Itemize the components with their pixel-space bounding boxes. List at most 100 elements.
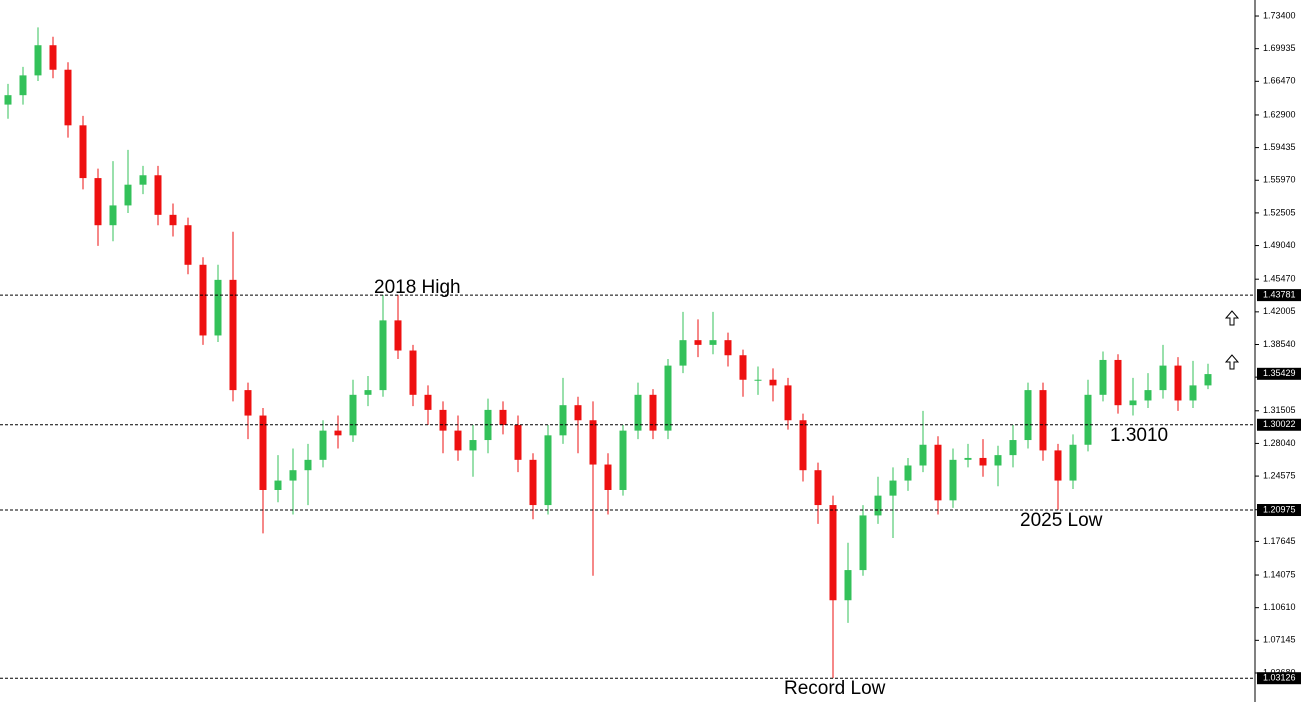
candle-body: [1114, 359, 1122, 406]
annotation: 1.3010: [1110, 425, 1168, 446]
level-box: [1257, 672, 1301, 685]
candle-body: [889, 480, 897, 496]
candle-body: [679, 340, 687, 366]
candle-body: [724, 340, 732, 356]
candle-body: [979, 457, 987, 466]
level-box: [1257, 418, 1301, 431]
candle-body: [694, 340, 702, 345]
level-label: 1.43781: [1263, 289, 1296, 299]
candle-body: [94, 178, 102, 226]
candle-body: [1189, 385, 1197, 401]
candle-body: [1024, 390, 1032, 441]
candle-body: [784, 385, 792, 421]
y-tick-label: 1.42005: [1263, 306, 1296, 316]
candle-body: [814, 470, 822, 506]
candle-body: [1039, 390, 1047, 451]
candle-body: [304, 459, 312, 471]
y-tick-label: 1.73400: [1263, 10, 1296, 20]
level-label: 1.03126: [1263, 673, 1296, 683]
candle-body: [1129, 400, 1137, 406]
level-box: [1257, 504, 1301, 517]
y-tick-label: 1.28040: [1263, 438, 1296, 448]
y-tick-label: 1.07145: [1263, 635, 1296, 645]
y-tick-label: 1.62900: [1263, 109, 1296, 119]
candle-body: [34, 45, 42, 76]
candle-body: [274, 480, 282, 490]
candle-body: [649, 394, 657, 431]
y-tick-label: 1.38540: [1263, 339, 1296, 349]
candle-body: [1069, 444, 1077, 481]
candle-body: [49, 45, 57, 70]
candle-body: [214, 279, 222, 336]
candle-body: [319, 430, 327, 460]
y-tick-label: 1.59435: [1263, 142, 1296, 152]
candle-body: [829, 505, 837, 601]
y-tick-label: 1.52505: [1263, 207, 1296, 217]
candle-body: [424, 394, 432, 410]
candle-body: [589, 420, 597, 465]
candle-body: [559, 405, 567, 436]
candle-body: [334, 430, 342, 436]
candle-body: [259, 415, 267, 490]
level-label: 1.20975: [1263, 504, 1296, 514]
candle-body: [934, 444, 942, 501]
candle-body: [904, 465, 912, 481]
annotation: Record Low: [784, 678, 886, 699]
candle-body: [439, 409, 447, 431]
candle-body: [199, 264, 207, 336]
price-box: [1257, 367, 1301, 380]
candle-body: [799, 420, 807, 471]
candle-body: [469, 440, 477, 451]
candle-body: [514, 424, 522, 460]
y-tick-label: 1.17645: [1263, 536, 1296, 546]
candle-body: [169, 214, 177, 226]
candle-body: [64, 69, 72, 126]
candle-body: [184, 225, 192, 265]
level-box: [1257, 289, 1301, 302]
candle-body: [1204, 374, 1212, 386]
annotation: 2025 Low: [1020, 510, 1103, 531]
y-tick-label: 1.10610: [1263, 602, 1296, 612]
y-tick-label: 1.55970: [1263, 175, 1296, 185]
candle-body: [1009, 440, 1017, 456]
price-label: 1.35429: [1263, 368, 1296, 378]
candle-body: [349, 394, 357, 436]
candle-body: [289, 470, 297, 481]
candle-body: [664, 365, 672, 431]
candle-body: [19, 75, 27, 96]
candle-body: [994, 455, 1002, 466]
candle-body: [619, 430, 627, 490]
y-tick-label: 1.24575: [1263, 470, 1296, 480]
candle-body: [124, 184, 132, 206]
up-arrow: [1224, 354, 1240, 370]
y-tick-label: 1.45470: [1263, 274, 1296, 284]
y-tick-label: 1.14075: [1263, 569, 1296, 579]
candle-body: [574, 405, 582, 421]
annotation: 2018 High: [374, 277, 461, 298]
candle-body: [544, 435, 552, 506]
candle-body: [1054, 450, 1062, 481]
candle-body: [769, 379, 777, 386]
candle-body: [409, 350, 417, 395]
candle-body: [1099, 359, 1107, 395]
level-label: 1.30022: [1263, 419, 1296, 429]
candle-body: [1174, 365, 1182, 401]
candle-body: [844, 570, 852, 601]
candle-body: [364, 390, 372, 395]
candle-body: [604, 464, 612, 490]
candle-body: [454, 430, 462, 451]
y-tick-label: 1.31505: [1263, 405, 1296, 415]
candle-body: [919, 444, 927, 466]
arrows: [1224, 310, 1240, 370]
candle-body: [634, 394, 642, 431]
up-arrow: [1224, 310, 1240, 326]
y-tick-label: 1.69935: [1263, 43, 1296, 53]
candle-body: [1144, 390, 1152, 401]
candle-body: [139, 175, 147, 185]
candle-body: [379, 320, 387, 391]
candle-body: [964, 457, 972, 460]
candle-body: [4, 95, 12, 105]
candle-body: [859, 515, 867, 571]
y-tick-label: 1.66470: [1263, 76, 1296, 86]
